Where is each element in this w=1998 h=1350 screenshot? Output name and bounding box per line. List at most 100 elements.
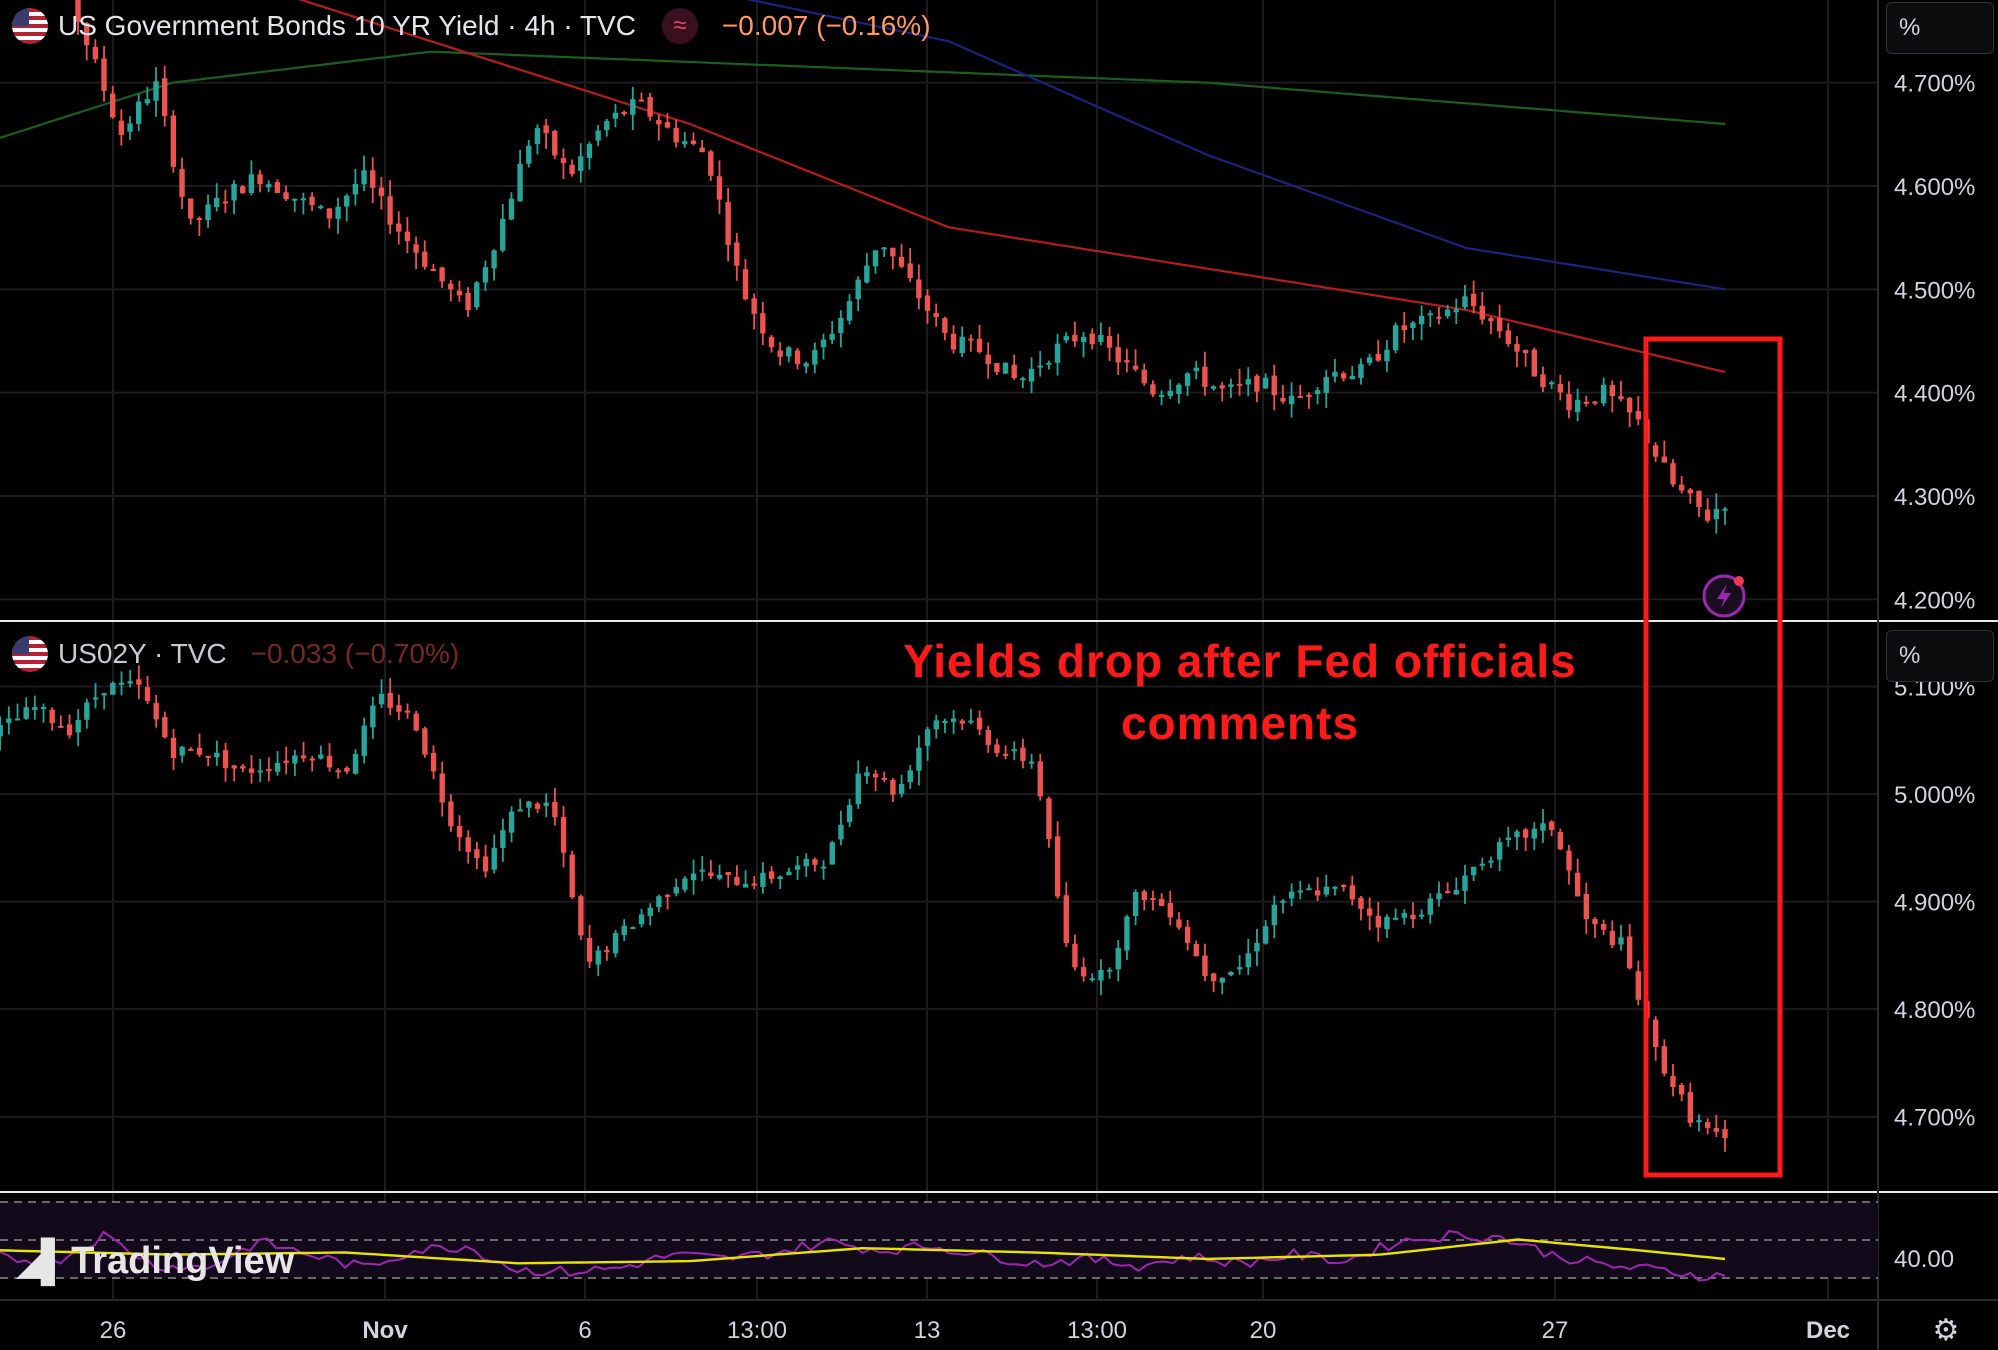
candle-body <box>439 773 445 803</box>
candle-body <box>1349 885 1355 900</box>
candle-body <box>760 872 766 887</box>
candle-body <box>942 318 948 333</box>
candle-body <box>612 933 619 954</box>
price-tick-label: 4.400% <box>1894 381 1975 408</box>
candle-body <box>768 871 775 879</box>
price-axis[interactable]: 4.200%4.300%4.400%4.500%4.600%4.700%5.10… <box>1894 71 1975 1273</box>
legend-10yr: US Government Bonds 10 YR Yield · 4h · T… <box>12 8 931 44</box>
candle-body <box>1470 293 1477 307</box>
candle-body <box>1687 1091 1694 1123</box>
candle-body <box>1488 860 1494 863</box>
candle-body <box>1219 977 1225 983</box>
candle-body <box>1358 364 1364 378</box>
price-change: −0.033 (−0.70%) <box>250 638 460 669</box>
candle-body <box>968 720 974 723</box>
candle-body <box>396 705 402 712</box>
candle-body <box>1713 1127 1720 1132</box>
candle-body <box>1271 904 1277 926</box>
candle-body <box>664 894 671 897</box>
candle-body <box>1722 508 1728 511</box>
candle-body <box>586 937 593 962</box>
candle-body <box>595 130 601 141</box>
candle-body <box>1210 386 1217 389</box>
candle-body <box>742 884 749 888</box>
candle-body <box>950 333 957 350</box>
wave-icon[interactable]: ≈ <box>661 8 698 44</box>
candle-body <box>1427 898 1433 915</box>
candle-body <box>1696 490 1702 508</box>
candle-body <box>1115 947 1121 970</box>
time-axis[interactable]: 26 Nov 6 13:00 13 13:00 20 27 Dec <box>100 1317 1850 1344</box>
gear-icon[interactable]: ⚙ <box>1932 1313 1960 1347</box>
candle-body <box>1626 936 1633 969</box>
candle-body <box>205 204 211 221</box>
candle-body <box>864 772 870 777</box>
candle-body <box>1072 334 1078 342</box>
candle-body <box>552 801 558 818</box>
candle-body <box>75 0 81 23</box>
candle-body <box>378 187 385 196</box>
candle-body <box>1652 1019 1659 1048</box>
candle-body <box>1150 384 1156 395</box>
candle-body <box>430 269 437 272</box>
candle-body <box>1462 296 1468 308</box>
symbol-title[interactable]: US02Y · TVC <box>58 638 227 669</box>
candle-body <box>690 873 697 881</box>
candle-body <box>101 58 107 91</box>
candle-body <box>1184 373 1191 386</box>
percent-scale-button[interactable]: % <box>1886 2 1994 54</box>
rsi-line <box>0 1230 1726 1282</box>
candle-body <box>604 949 610 953</box>
candle-body <box>1167 390 1173 397</box>
candle-body <box>1384 916 1390 930</box>
candle-body <box>1618 396 1624 400</box>
candle-body <box>699 147 705 153</box>
candle-body <box>1514 831 1520 838</box>
candle-body <box>300 198 307 201</box>
candle-body <box>1600 924 1607 930</box>
candle-body <box>1332 371 1338 377</box>
candle-body <box>1479 305 1485 320</box>
candle-body <box>1557 383 1563 393</box>
percent-scale-button[interactable]: % <box>1886 630 1994 682</box>
candle-body <box>1262 926 1269 944</box>
candle-body <box>1297 890 1303 893</box>
candle-body <box>465 837 471 852</box>
candle-body <box>838 824 844 840</box>
symbol-title[interactable]: US Government Bonds 10 YR Yield · 4h · T… <box>58 10 636 41</box>
candle-body <box>699 869 705 872</box>
candle-body <box>916 279 922 299</box>
candle-body <box>430 752 437 772</box>
candle-body <box>448 283 454 290</box>
candle-body <box>803 858 809 867</box>
candle-body <box>534 803 541 809</box>
candle-body <box>144 687 151 701</box>
candle-body <box>716 874 723 879</box>
flash-icon[interactable] <box>1702 574 1746 618</box>
candle-body <box>1340 373 1347 379</box>
candle-body <box>1696 1120 1702 1123</box>
candle-body <box>1462 875 1468 891</box>
candles-10yr <box>75 0 1728 534</box>
candle-body <box>370 705 376 728</box>
candle-body <box>586 143 593 158</box>
candle-body <box>578 896 584 936</box>
candle-body <box>1401 325 1407 331</box>
candle-body <box>1583 401 1589 404</box>
time-tick-label: Dec <box>1806 1317 1850 1344</box>
candle-body <box>240 766 246 769</box>
candle-body <box>1054 836 1061 897</box>
price-tick-label: 4.900% <box>1894 890 1975 917</box>
candle-body <box>188 198 194 219</box>
candle-body <box>1540 374 1546 388</box>
candle-body <box>500 218 506 251</box>
candle-body <box>786 347 792 357</box>
candle-body <box>439 267 445 282</box>
candle-body <box>1141 891 1147 901</box>
candle-body <box>1470 866 1477 876</box>
candle-body <box>1548 382 1555 385</box>
candle-body <box>1236 383 1243 386</box>
candle-body <box>1184 926 1191 943</box>
candle-body <box>924 295 931 311</box>
